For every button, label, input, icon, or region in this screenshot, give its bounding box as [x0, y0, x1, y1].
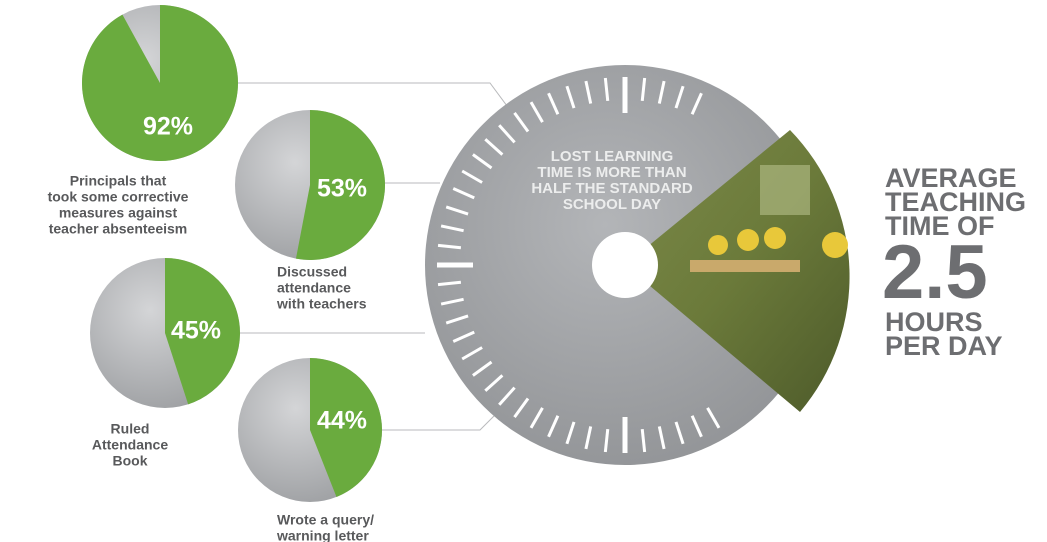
clock-tick [452, 187, 475, 200]
pie-value-label: 92% [143, 113, 193, 141]
clock-tick [690, 415, 703, 438]
clock-tick [437, 243, 462, 250]
clock-tick [461, 169, 483, 184]
clock-tick [445, 314, 469, 325]
clock-caption: TIME IS MORE THAN [537, 164, 686, 181]
clock-tick [640, 428, 647, 453]
pie-caption: attendance [277, 280, 351, 296]
clock-tick [461, 346, 483, 361]
pie-caption: Ruled [111, 421, 150, 437]
clock-tick [603, 428, 610, 453]
pie-chart: 44% Wrote a query/warning letter [238, 358, 383, 542]
clock-tick [472, 360, 493, 377]
callout-lead: AVERAGE [885, 163, 1017, 193]
clock-tick [452, 330, 475, 343]
clock-tick [440, 297, 464, 306]
clock-caption: LOST LEARNING [551, 148, 674, 165]
clock-tick [445, 205, 469, 216]
photo-detail [690, 165, 848, 272]
clock-tick [437, 280, 462, 287]
clock-hub [592, 232, 658, 298]
clock-tick [584, 80, 593, 104]
pie-slice [295, 110, 385, 260]
pie-caption: teacher absenteeism [49, 221, 188, 237]
pie-slice [81, 5, 238, 162]
clock-caption: HALF THE STANDARD [531, 180, 693, 197]
clock-tick [690, 92, 703, 115]
clock-tick [513, 397, 530, 418]
pie-slice [310, 358, 383, 497]
callout-unit: HOURS [885, 307, 983, 337]
callout-lead: TIME OF [885, 211, 995, 241]
pie-value-label: 45% [171, 317, 221, 345]
clock-tick [484, 138, 504, 156]
clock-tick [657, 80, 666, 104]
clock-tick [498, 124, 516, 144]
clock-tick [565, 421, 576, 445]
clock-caption: SCHOOL DAY [563, 196, 661, 213]
clock-ticks [437, 77, 721, 453]
pie-value-label: 44% [317, 407, 367, 435]
pie-caption: Principals that [70, 173, 167, 189]
clock-tick [674, 85, 685, 109]
clock-tick [565, 85, 576, 109]
leader-lines [238, 82, 511, 431]
clock-tick [529, 407, 544, 429]
clock-tick [529, 101, 544, 123]
callout-lead: TEACHING [885, 187, 1026, 217]
clock-tick [498, 386, 516, 406]
callout-unit: PER DAY [885, 331, 1003, 361]
pie-caption: took some corrective [48, 189, 189, 205]
clock-tick [547, 92, 560, 115]
pie-caption: measures against [59, 205, 178, 221]
callout-figure: 2.5 [882, 230, 988, 315]
clock-tick [584, 426, 593, 450]
pie-caption: Discussed [277, 264, 347, 280]
clock-tick [484, 374, 504, 392]
pie-caption: Book [113, 453, 148, 469]
clock-tick [513, 112, 530, 133]
clock-tick [640, 77, 647, 102]
pie-caption: with teachers [276, 296, 367, 312]
pie-slice [165, 258, 240, 405]
clock-tick [603, 77, 610, 102]
pie-value-label: 53% [317, 175, 367, 203]
pie-caption: warning letter [276, 528, 369, 542]
clock-tick [440, 224, 464, 233]
pie-caption: Wrote a query/ [277, 512, 374, 528]
pie-caption: Attendance [92, 437, 168, 453]
clock-tick [547, 415, 560, 438]
clock-tick [706, 407, 721, 429]
clock-tick [472, 153, 493, 170]
clock-tick [674, 421, 685, 445]
clock-tick [657, 426, 666, 450]
